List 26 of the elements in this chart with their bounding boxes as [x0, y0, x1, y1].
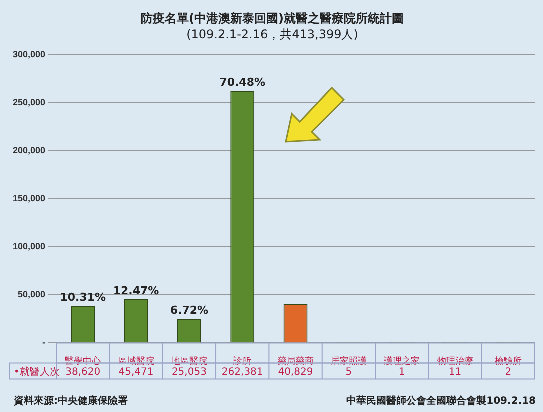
text: •就醫人次 — [14, 366, 60, 378]
y-tick-label: 50,000 — [18, 290, 46, 300]
y-tick-label: 250,000 — [12, 97, 46, 108]
data-label: 45,471 — [118, 367, 154, 378]
y-tick-label: 100,000 — [12, 242, 46, 252]
y-tick-label: 200,000 — [12, 145, 46, 156]
y-tick-label: 150,000 — [12, 193, 46, 204]
chart-title: 防疫名單(中港澳新泰回國)就醫之醫療院所統計圖 — [141, 11, 404, 26]
data-label: 262,381 — [222, 367, 264, 378]
data-label: 38,620 — [66, 367, 101, 378]
data-label: 5 — [346, 367, 352, 378]
annotation: 10.31% — [60, 291, 106, 304]
data-label: 11 — [448, 367, 462, 378]
data-label: 40,829 — [278, 367, 314, 378]
y-tick-label: - — [42, 338, 46, 348]
annotation: 70.48% — [220, 76, 266, 89]
source-note: 資料來源:中央健康保險署 — [13, 395, 128, 407]
annotation: 12.47% — [113, 284, 160, 298]
text: 中華民國醫師公會全國聯合會製109.2.18 — [346, 395, 536, 407]
data-label: 1 — [398, 367, 406, 378]
chart-subtitle: (109.2.1-2.16，共413,399人) — [186, 28, 358, 42]
annotation: 6.72% — [170, 304, 209, 318]
data-label: 2 — [505, 367, 512, 378]
y-tick-label: 300,000 — [12, 49, 46, 60]
x-tick-label: 醫學中心 — [65, 356, 102, 366]
data-label: 25,053 — [172, 367, 207, 378]
